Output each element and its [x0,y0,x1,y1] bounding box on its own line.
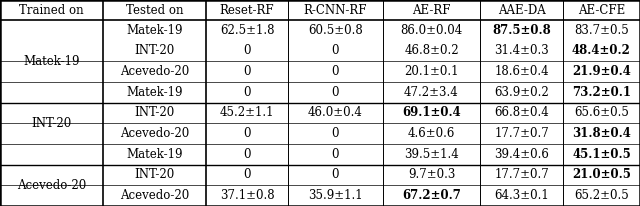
Text: INT-20: INT-20 [134,169,175,181]
Text: 62.5±1.8: 62.5±1.8 [220,24,275,37]
Text: 35.9±1.1: 35.9±1.1 [308,189,363,202]
Text: Acevedo-20: Acevedo-20 [120,127,189,140]
Text: 46.8±0.2: 46.8±0.2 [404,44,459,57]
Text: 65.6±0.5: 65.6±0.5 [574,107,629,119]
Text: 0: 0 [243,86,251,99]
Text: 31.4±0.3: 31.4±0.3 [494,44,549,57]
Text: R-CNN-RF: R-CNN-RF [304,4,367,16]
Text: Matek-19: Matek-19 [126,148,183,161]
Text: 37.1±0.8: 37.1±0.8 [220,189,275,202]
Text: 18.6±0.4: 18.6±0.4 [494,65,549,78]
Text: 64.3±0.1: 64.3±0.1 [494,189,549,202]
Text: 0: 0 [243,44,251,57]
Text: INT-20: INT-20 [31,117,72,130]
Text: Acevedo-20: Acevedo-20 [17,179,86,192]
Text: 0: 0 [332,65,339,78]
Text: INT-20: INT-20 [134,44,175,57]
Text: 39.5±1.4: 39.5±1.4 [404,148,459,161]
Text: 31.8±0.4: 31.8±0.4 [572,127,631,140]
Text: 73.2±0.1: 73.2±0.1 [572,86,631,99]
Text: 4.6±0.6: 4.6±0.6 [408,127,455,140]
Text: 66.8±0.4: 66.8±0.4 [494,107,549,119]
Text: 65.2±0.5: 65.2±0.5 [574,189,629,202]
Text: INT-20: INT-20 [134,107,175,119]
Text: 47.2±3.4: 47.2±3.4 [404,86,459,99]
Text: Tested on: Tested on [125,4,183,16]
Text: 67.2±0.7: 67.2±0.7 [402,189,461,202]
Text: 46.0±0.4: 46.0±0.4 [308,107,363,119]
Text: 9.7±0.3: 9.7±0.3 [408,169,455,181]
Text: Trained on: Trained on [19,4,84,16]
Text: AE-RF: AE-RF [412,4,451,16]
Text: 63.9±0.2: 63.9±0.2 [494,86,549,99]
Text: 21.0±0.5: 21.0±0.5 [572,169,631,181]
Text: 0: 0 [332,148,339,161]
Text: 45.2±1.1: 45.2±1.1 [220,107,275,119]
Text: 0: 0 [243,169,251,181]
Text: 0: 0 [332,127,339,140]
Text: 45.1±0.5: 45.1±0.5 [572,148,631,161]
Text: 48.4±0.2: 48.4±0.2 [572,44,631,57]
Text: AE-CFE: AE-CFE [578,4,625,16]
Text: 20.1±0.1: 20.1±0.1 [404,65,459,78]
Text: 17.7±0.7: 17.7±0.7 [494,169,549,181]
Text: Acevedo-20: Acevedo-20 [120,189,189,202]
Text: 39.4±0.6: 39.4±0.6 [494,148,549,161]
Text: 17.7±0.7: 17.7±0.7 [494,127,549,140]
Text: 69.1±0.4: 69.1±0.4 [402,107,461,119]
Text: 0: 0 [332,86,339,99]
Text: 21.9±0.4: 21.9±0.4 [572,65,631,78]
Text: Matek-19: Matek-19 [23,55,80,68]
Text: Acevedo-20: Acevedo-20 [120,65,189,78]
Text: Matek-19: Matek-19 [126,86,183,99]
Text: 0: 0 [332,44,339,57]
Text: 86.0±0.04: 86.0±0.04 [401,24,463,37]
Text: 0: 0 [243,127,251,140]
Text: 0: 0 [243,148,251,161]
Text: Reset-RF: Reset-RF [220,4,275,16]
Text: 87.5±0.8: 87.5±0.8 [492,24,551,37]
Text: Matek-19: Matek-19 [126,24,183,37]
Text: 83.7±0.5: 83.7±0.5 [574,24,629,37]
Text: 0: 0 [332,169,339,181]
Text: 60.5±0.8: 60.5±0.8 [308,24,363,37]
Text: 0: 0 [243,65,251,78]
Text: AAE-DA: AAE-DA [498,4,545,16]
